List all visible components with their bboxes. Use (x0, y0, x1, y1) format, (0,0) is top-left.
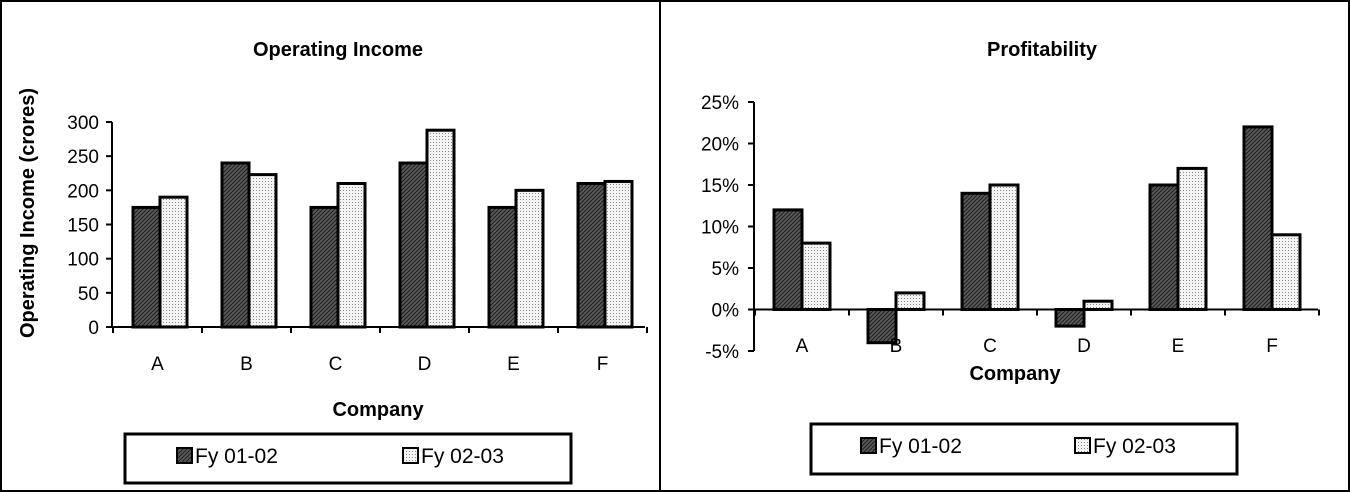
legend-label-series-2: Fy 02-03 (1093, 435, 1176, 458)
bar-c-series-2 (988, 183, 1020, 311)
y-tick-labels: 0 50 100 150 200 250 300 (67, 113, 99, 339)
x-tick-label: D (1077, 336, 1091, 357)
profitability-chart: Profitability A B C D E F -5% 0% 5% 10% 15% 20% 25%… (701, 39, 1320, 476)
x-tick-labels: A B C D E F (151, 354, 608, 375)
bar-e-series-1 (1148, 183, 1180, 311)
legend-swatch-series-1 (176, 447, 193, 464)
bar-f-series-1 (576, 182, 607, 329)
chart-title: Operating Income (253, 39, 423, 61)
legend-swatch-series-2 (1074, 437, 1091, 454)
bar-b-series-1 (220, 161, 251, 329)
chart-title: Profitability (987, 39, 1098, 61)
bar-c-series-1 (309, 205, 340, 329)
x-tick-label: E (507, 354, 520, 375)
bar-c-series-1 (960, 191, 992, 311)
y-tick-label: 0% (712, 301, 740, 322)
x-tick-label: F (597, 354, 609, 375)
y-tick-label: 25% (701, 93, 739, 114)
bar-d-series-2 (1082, 299, 1114, 312)
y-tick-label: 0 (88, 318, 99, 339)
y-tick-label: 50 (78, 284, 99, 305)
y-tick-label: 200 (67, 181, 99, 202)
legend-swatch-series-2 (402, 447, 419, 464)
y-tick-label: 15% (701, 176, 739, 197)
legend-swatch-series-1 (860, 437, 877, 454)
bar-d-series-2 (425, 128, 456, 329)
y-tick-label: -5% (705, 342, 739, 363)
bar-a-series-2 (158, 195, 189, 329)
bar-e-series-2 (514, 188, 545, 329)
x-tick-label: D (418, 354, 432, 375)
legend-label-series-1: Fy 01-02 (195, 445, 278, 468)
bar-b-series-2 (247, 173, 278, 329)
legend-label-series-1: Fy 01-02 (879, 435, 962, 458)
y-tick-label: 150 (67, 216, 99, 237)
bars-group (772, 125, 1302, 345)
bar-f-series-2 (1270, 233, 1302, 311)
bar-e-series-1 (487, 205, 518, 329)
legend-box (123, 432, 573, 485)
x-tick-label: C (329, 354, 343, 375)
legend: Fy 01-02 Fy 02-03 (809, 422, 1239, 476)
x-axis-label: Company (969, 363, 1061, 385)
y-axis-label: Operating Income (crores) (17, 88, 39, 338)
x-tick-labels: A B C D E F (796, 336, 1278, 357)
bar-b-series-1 (866, 308, 898, 345)
y-tick-label: 300 (67, 113, 99, 134)
bar-c-series-2 (336, 182, 367, 329)
y-tick-label: 100 (67, 250, 99, 271)
bar-e-series-2 (1176, 166, 1208, 311)
y-tick-labels: -5% 0% 5% 10% 15% 20% 25% (701, 93, 739, 363)
bar-d-series-1 (398, 161, 429, 329)
legend-label-series-2: Fy 02-03 (421, 445, 504, 468)
x-tick-label: E (1172, 336, 1185, 357)
x-tick-label: B (890, 336, 903, 357)
operating-income-chart: Operating Income Operating Income (crore… (17, 39, 648, 485)
legend: Fy 01-02 Fy 02-03 (123, 432, 573, 485)
x-tick-label: A (796, 336, 809, 357)
axes-group (748, 101, 1320, 352)
bar-d-series-1 (1054, 308, 1086, 328)
bar-a-series-1 (772, 208, 804, 311)
bar-f-series-2 (603, 179, 634, 329)
x-tick-label: A (151, 354, 164, 375)
bars-group (131, 128, 634, 329)
x-axis-label: Company (332, 399, 424, 421)
y-tick-label: 20% (701, 135, 739, 156)
bar-b-series-2 (894, 291, 926, 311)
axes-group (106, 121, 648, 333)
legend-box (809, 422, 1239, 476)
bar-f-series-1 (1242, 125, 1274, 312)
bar-a-series-1 (131, 205, 162, 329)
x-tick-label: B (240, 354, 253, 375)
y-tick-label: 250 (67, 147, 99, 168)
x-tick-label: C (983, 336, 997, 357)
y-tick-label: 5% (712, 259, 740, 280)
x-tick-label: F (1266, 336, 1278, 357)
y-tick-label: 10% (701, 218, 739, 239)
bar-a-series-2 (800, 241, 832, 312)
